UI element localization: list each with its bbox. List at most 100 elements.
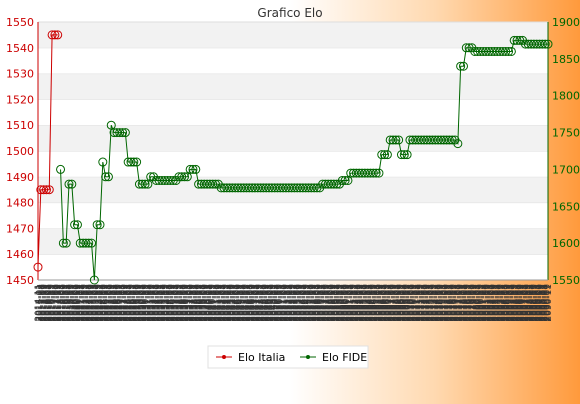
data-point bbox=[506, 46, 516, 56]
x-tick-label: 2055-03 bbox=[305, 284, 315, 322]
x-tick-label: 2071-01 bbox=[411, 284, 421, 322]
x-tick-label: 2090-05 bbox=[541, 284, 551, 322]
x-tick-label: 2065-03 bbox=[372, 284, 382, 322]
x-tick-label: 2041-03 bbox=[211, 284, 221, 322]
y-left-tick-label: 1450 bbox=[6, 274, 34, 287]
legend: Elo Italia Elo FIDE bbox=[207, 345, 369, 369]
x-tick-label: 2046-05 bbox=[245, 284, 255, 322]
x-tick-label: 2058-07 bbox=[327, 284, 337, 322]
y-right-tick-label: 1850 bbox=[552, 53, 580, 66]
x-tick-label: 2074-03 bbox=[432, 284, 442, 322]
data-point bbox=[44, 185, 54, 195]
y-left-tick-label: 1500 bbox=[6, 145, 34, 158]
x-tick-label: 2026-03 bbox=[110, 284, 120, 322]
x-tick-label: 2032-05 bbox=[151, 284, 161, 322]
x-tick-label: 2062-09 bbox=[355, 284, 365, 322]
x-tick-label: 2064-07 bbox=[367, 284, 377, 322]
x-tick-label: 2086-05 bbox=[514, 284, 524, 322]
x-tick-label: 2069-03 bbox=[399, 284, 409, 322]
x-tick-label: 2039-07 bbox=[200, 284, 210, 322]
x-tick-label: 2073-11 bbox=[430, 284, 440, 322]
x-tick-label: 2021-11 bbox=[81, 284, 91, 322]
data-point bbox=[120, 128, 130, 138]
x-tick-label: 2073-01 bbox=[424, 284, 434, 322]
x-tick-label: 2029-11 bbox=[135, 284, 145, 322]
x-tick-label: 2088-07 bbox=[528, 284, 538, 322]
x-tick-label: 2063-05 bbox=[359, 284, 369, 322]
x-tick-label: 2063-09 bbox=[362, 284, 372, 322]
x-tick-label: 2070-01 bbox=[404, 284, 414, 322]
x-tick-label: 2081-03 bbox=[479, 284, 489, 322]
x-tick-label: 2077-01 bbox=[451, 284, 461, 322]
data-point bbox=[394, 135, 404, 145]
x-tick-label: 2030-11 bbox=[141, 284, 151, 322]
x-tick-label: 2052-09 bbox=[288, 284, 298, 322]
x-tick-label: 2052-01 bbox=[283, 284, 293, 322]
x-tick-label: 2031-09 bbox=[147, 284, 157, 322]
x-tick-label: 2084-07 bbox=[502, 284, 512, 322]
x-tick-label: 2038-07 bbox=[193, 284, 203, 322]
x-tick-label: 2021-05 bbox=[78, 284, 88, 322]
data-point bbox=[67, 179, 77, 189]
x-tick-label: 2030-01 bbox=[136, 284, 146, 322]
x-tick-label: 2044-09 bbox=[234, 284, 244, 322]
x-tick-label: 2088-05 bbox=[527, 284, 537, 322]
x-tick-label: 2059-11 bbox=[336, 284, 346, 322]
x-tick-label: 2061-09 bbox=[348, 284, 358, 322]
series-elo-italia bbox=[33, 30, 63, 272]
x-tick-label: 2064-11 bbox=[370, 284, 380, 322]
x-tick-label: 2037-07 bbox=[186, 284, 196, 322]
x-tick-label: 2065-07 bbox=[374, 284, 384, 322]
x-tick-label: 2030-05 bbox=[138, 284, 148, 322]
x-tick-label: 2090-07 bbox=[542, 284, 552, 322]
x-tick-label: 2079-01 bbox=[465, 284, 475, 322]
x-tick-label: 2059-09 bbox=[335, 284, 345, 322]
x-tick-label: 2076-05 bbox=[447, 284, 457, 322]
data-point bbox=[84, 238, 94, 248]
x-tick-label: 2046-11 bbox=[249, 284, 259, 322]
x-tick-label: 2056-05 bbox=[312, 284, 322, 322]
data-point bbox=[132, 157, 142, 167]
x-tick-label: 2050-09 bbox=[274, 284, 284, 322]
x-tick-label: 2047-09 bbox=[254, 284, 264, 322]
x-tick-label: 2089-05 bbox=[534, 284, 544, 322]
x-tick-label: 2034-07 bbox=[166, 284, 176, 322]
x-tick-label: 2020-11 bbox=[74, 284, 84, 322]
x-tick-label: 2033-11 bbox=[162, 284, 172, 322]
x-tick-label: 2071-07 bbox=[414, 284, 424, 322]
x-tick-label: 2018-05 bbox=[57, 284, 67, 322]
x-tick-label: 2060-01 bbox=[337, 284, 347, 322]
x-tick-label: 2080-01 bbox=[471, 284, 481, 322]
x-tick-label: 2087-09 bbox=[523, 284, 533, 322]
x-tick-label: 2084-03 bbox=[499, 284, 509, 322]
x-tick-label: 2056-09 bbox=[315, 284, 325, 322]
data-point bbox=[92, 220, 102, 230]
x-tick-label: 2088-09 bbox=[529, 284, 539, 322]
x-tick-label: 2077-07 bbox=[455, 284, 465, 322]
y-left-tick-label: 1470 bbox=[6, 222, 34, 235]
x-tick-label: 2050-03 bbox=[271, 284, 281, 322]
x-tick-label: 2081-07 bbox=[481, 284, 491, 322]
x-tick-label: 2042-07 bbox=[220, 284, 230, 322]
x-tick-label: 2088-03 bbox=[526, 284, 536, 322]
x-tick-label: 2082-05 bbox=[487, 284, 497, 322]
y-left-tick-label: 1540 bbox=[6, 42, 34, 55]
x-tick-label: 2048-07 bbox=[260, 284, 270, 322]
x-tick-label: 2040-01 bbox=[203, 284, 213, 322]
x-tick-label: 2020-05 bbox=[71, 284, 81, 322]
x-tick-label: 2063-01 bbox=[357, 284, 367, 322]
legend-item-elo-italia: Elo Italia bbox=[216, 351, 285, 364]
x-tick-label: 2050-01 bbox=[270, 284, 280, 322]
x-tick-label: 2024-03 bbox=[97, 284, 107, 322]
x-tick-label: 2076-11 bbox=[450, 284, 460, 322]
x-tick-label: 2023-01 bbox=[89, 284, 99, 322]
grid-band bbox=[38, 22, 548, 48]
x-tick-label: 2053-03 bbox=[291, 284, 301, 322]
x-tick-label: 2029-09 bbox=[134, 284, 144, 322]
x-tick-label: 2051-07 bbox=[280, 284, 290, 322]
x-tick-label: 2049-07 bbox=[267, 284, 277, 322]
x-tick-label: 2028-07 bbox=[126, 284, 136, 322]
x-tick-label: 2042-03 bbox=[217, 284, 227, 322]
x-tick-label: 2041-01 bbox=[210, 284, 220, 322]
x-tick-label: 2021-01 bbox=[75, 284, 85, 322]
